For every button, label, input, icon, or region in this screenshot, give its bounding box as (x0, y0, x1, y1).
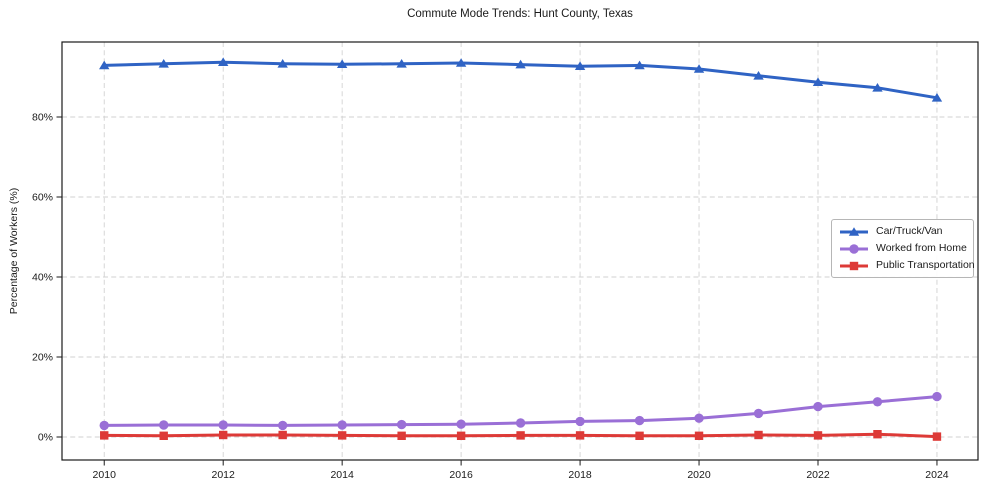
square-legend-swatch-icon (840, 261, 868, 270)
series-car-truck-van (99, 57, 943, 102)
x-tick-label: 2012 (212, 469, 236, 481)
circle-marker (515, 418, 526, 428)
triangle-marker (277, 59, 288, 68)
square-marker (849, 261, 859, 270)
square-marker (873, 430, 882, 439)
axes-spines (61, 41, 979, 461)
triangle-marker (515, 59, 526, 69)
circle-marker (575, 416, 585, 427)
square-marker (932, 432, 942, 441)
y-tick-label: 40% (32, 272, 53, 284)
circle-marker (753, 408, 764, 419)
circle-marker (634, 415, 645, 426)
circle-marker (337, 420, 347, 430)
x-tick-label: 2020 (687, 469, 711, 481)
square-marker (456, 431, 466, 440)
x-tick-label: 2010 (93, 469, 117, 481)
series-worked-from-home (99, 391, 942, 431)
circle-legend-swatch-icon (840, 243, 868, 254)
triangle-marker (812, 77, 824, 86)
x-tick-label: 2016 (449, 469, 473, 481)
x-tick-label: 2024 (925, 469, 949, 481)
legend-item-public-transportation: Public Transportation (839, 260, 975, 272)
circle-marker (849, 243, 859, 254)
legend-label: Public Transportation (876, 259, 975, 272)
square-marker (635, 431, 644, 440)
circle-marker (218, 420, 228, 430)
circle-marker (277, 420, 288, 431)
square-marker (575, 431, 585, 440)
square-marker (813, 431, 823, 440)
x-tick-label: 2014 (330, 469, 354, 481)
circle-marker (159, 420, 169, 430)
triangle-marker (693, 64, 705, 73)
circle-marker (456, 419, 466, 429)
triangle-marker (634, 60, 645, 70)
square-marker (397, 431, 406, 440)
triangle-marker (99, 60, 110, 70)
square-marker (694, 431, 704, 440)
y-tick-label: 60% (32, 192, 53, 204)
square-marker (218, 430, 228, 440)
legend-item-car-truck-van: Car/Truck/Van (839, 226, 966, 238)
y-axis-label: Percentage of Workers (%) (8, 187, 20, 315)
triangle-marker (931, 93, 943, 102)
series-public-transportation (100, 430, 942, 441)
square-marker (278, 430, 287, 440)
legend-item-worked-from-home: Worked from Home (839, 242, 967, 255)
circle-marker (813, 401, 823, 412)
triangle-marker (848, 226, 860, 236)
legend-label: Car/Truck/Van (876, 225, 943, 238)
triangle-marker (158, 59, 169, 68)
square-marker (159, 431, 168, 440)
y-tick-label: 80% (32, 112, 53, 124)
x-tick-label: 2018 (568, 469, 592, 481)
circle-marker (396, 419, 407, 430)
legend-label: Worked from Home (876, 242, 967, 255)
square-marker (754, 430, 763, 440)
triangle-marker (336, 59, 348, 68)
circle-marker (932, 391, 942, 402)
circle-marker (99, 420, 109, 431)
plot-area (62, 42, 978, 460)
legend: Car/Truck/Van Worked from Home Public Tran… (831, 219, 975, 278)
triangle-marker (872, 83, 883, 92)
square-marker (337, 431, 347, 440)
square-marker (516, 431, 525, 440)
x-tick-label: 2022 (806, 469, 830, 481)
triangle-marker (217, 57, 229, 66)
triangle-marker (396, 59, 407, 68)
triangle-marker (574, 61, 586, 70)
circle-marker (694, 413, 704, 423)
triangle-marker (455, 58, 467, 67)
triangle-legend-swatch-icon (840, 226, 868, 236)
y-tick-label: 0% (38, 432, 53, 444)
y-tick-label: 20% (32, 352, 53, 364)
square-marker (100, 431, 109, 440)
circle-marker (872, 397, 883, 407)
chart-title: Commute Mode Trends: Hunt County, Texas (407, 8, 633, 20)
triangle-marker (753, 71, 764, 80)
